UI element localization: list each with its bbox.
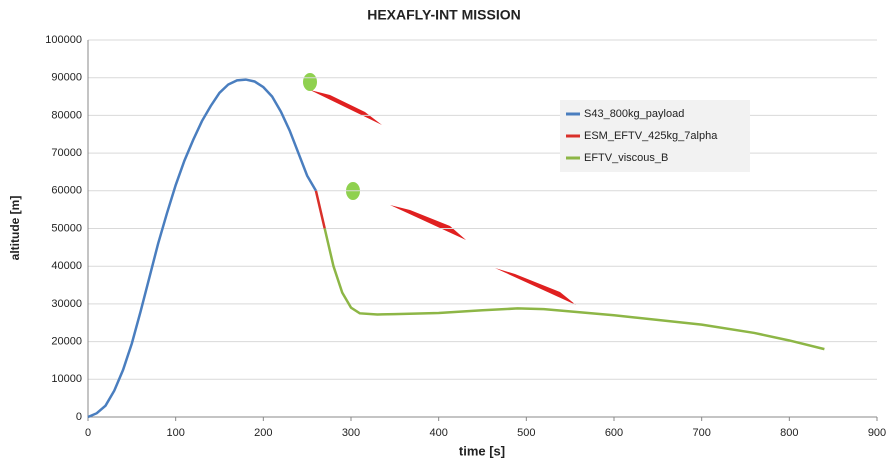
legend-label: EFTV_viscous_B <box>584 152 668 164</box>
x-tick-label: 200 <box>254 427 272 439</box>
x-tick-label: 100 <box>166 427 184 439</box>
y-axis-label: altitude [m] <box>8 196 22 261</box>
y-tick-label: 100000 <box>45 34 82 46</box>
y-tick-label: 70000 <box>51 147 82 159</box>
x-tick-label: 700 <box>692 427 710 439</box>
series-line <box>87 78 318 419</box>
y-tick-label: 20000 <box>51 336 82 348</box>
x-tick-label: 0 <box>85 427 91 439</box>
y-tick-label: 60000 <box>51 185 82 197</box>
x-tick-label: 800 <box>780 427 798 439</box>
y-tick-label: 40000 <box>51 260 82 272</box>
y-tick-label: 80000 <box>51 109 82 121</box>
y-tick-label: 10000 <box>51 373 82 385</box>
x-tick-label: 600 <box>605 427 623 439</box>
series-line <box>323 228 825 351</box>
x-axis-label: time [s] <box>459 443 505 458</box>
y-tick-label: 30000 <box>51 298 82 310</box>
y-tick-label: 50000 <box>51 222 82 234</box>
legend-box <box>560 100 750 172</box>
legend-label: S43_800kg_payload <box>584 108 684 120</box>
x-tick-label: 300 <box>342 427 360 439</box>
legend-label: ESM_EFTV_425kg_7alpha <box>584 130 718 142</box>
vehicle-images <box>303 73 576 305</box>
series-line <box>314 190 326 229</box>
y-tick-label: 90000 <box>51 72 82 84</box>
chart-title: HEXAFLY-INT MISSION <box>367 7 521 23</box>
x-tick-label: 900 <box>868 427 886 439</box>
y-tick-label: 0 <box>76 411 82 423</box>
x-tick-label: 500 <box>517 427 535 439</box>
x-tick-label: 400 <box>429 427 447 439</box>
